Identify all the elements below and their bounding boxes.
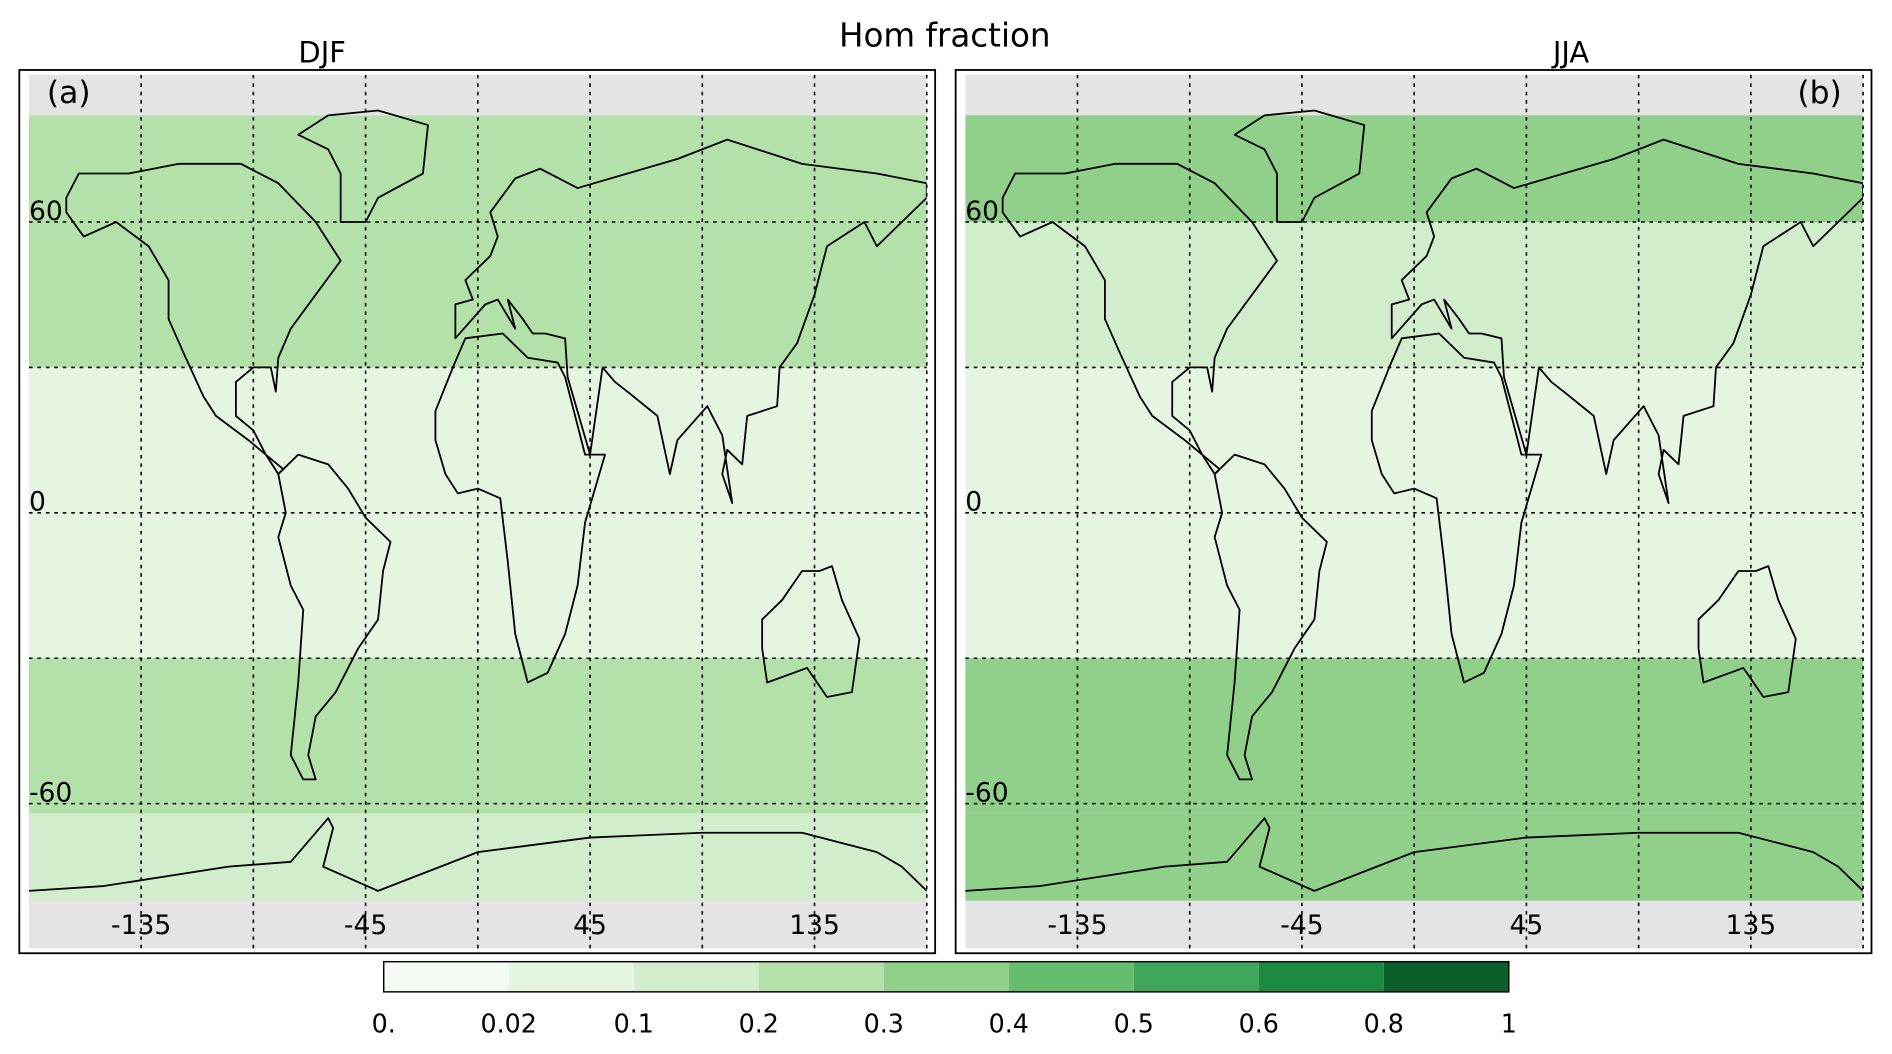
colorbar-bin [758,961,884,992]
lat-tick-label: 60 [29,196,63,227]
zonal-band [28,115,927,368]
panel-label: (b) [1797,75,1841,111]
colorbar-bin [633,961,759,992]
lat-tick-label: 0 [29,487,46,518]
colorbar-tick-label: 0.5 [1114,1009,1154,1039]
colorbar-tick-label: 0.2 [739,1009,779,1039]
lat-tick-label: -60 [29,777,72,808]
lon-tick-label: 135 [1726,910,1777,941]
map [965,74,1863,949]
colorbar-tick-label: 0.6 [1239,1009,1279,1039]
map [28,74,927,949]
panel-frame [18,69,937,955]
colorbar-tick-label: 1 [1501,1009,1517,1039]
colorbar-tick-label: 0. [372,1009,396,1039]
colorbar-tick-label: 0.8 [1364,1009,1404,1039]
panel-label: (a) [47,75,91,111]
lat-tick-label: 60 [965,196,999,227]
lon-tick-label: -45 [344,910,387,941]
colorbar-tick-label: 0.1 [614,1009,654,1039]
colorbar-tick-label: 0.3 [864,1009,904,1039]
lat-tick-label: 0 [965,487,982,518]
colorbar-bin [883,961,1009,992]
lon-tick-label: -135 [1047,910,1107,941]
colorbar-tick-label: 0.02 [481,1009,537,1039]
colorbar-bin [1008,961,1134,992]
lon-tick-label: 135 [789,910,840,941]
lon-tick-label: -135 [111,910,171,941]
colorbar-bin [1258,961,1384,992]
lat-tick-label: -60 [965,777,1008,808]
colorbar-bin [1383,961,1509,992]
colorbar-bin [508,961,634,992]
panel-frame [954,69,1873,955]
lon-tick-label: -45 [1280,910,1323,941]
panel-title: DJF [298,35,345,69]
lon-tick-label: 45 [1510,910,1544,941]
lon-tick-label: 45 [573,910,607,941]
figure-title: Hom fraction [839,16,1051,54]
colorbar-bin [1133,961,1259,992]
colorbar-bin [383,961,509,992]
colorbar-tick-label: 0.4 [989,1009,1029,1039]
panel-title: JJA [1551,35,1590,69]
colorbar-frame [382,960,1510,993]
